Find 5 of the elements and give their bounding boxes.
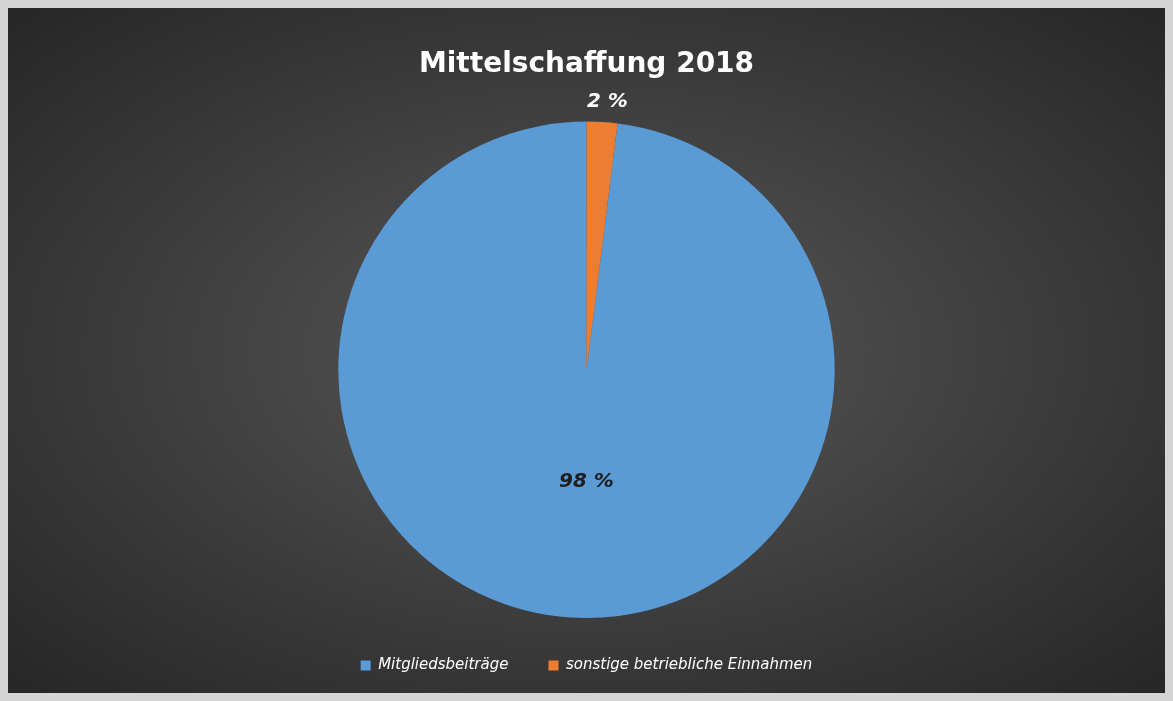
data-label: 2 % <box>586 88 628 113</box>
legend-label: sonstige betriebliche Einnahmen <box>565 655 813 674</box>
data-label: 98 % <box>559 467 614 492</box>
chart-title: Mittelschaffung 2018 <box>418 46 755 80</box>
legend-label: Mitgliedsbeiträge <box>378 655 509 674</box>
